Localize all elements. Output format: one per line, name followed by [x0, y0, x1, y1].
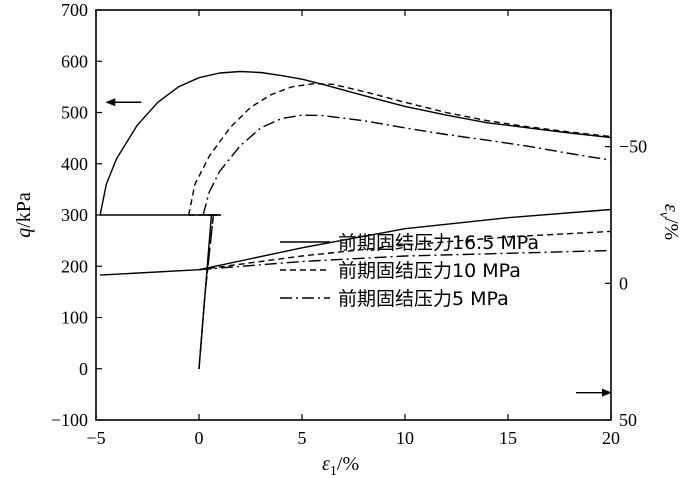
tick-group: −5 0 5 10 15 20−1000100200300400500600700−500…: [51, 0, 647, 448]
legend-entry-5: 前期固结压力5 MPa: [338, 288, 509, 310]
legend: 前期固结压力16.5 MPa 前期固结压力10 MPa 前期固结压力5 MPa: [280, 232, 539, 310]
y-left-tick-label: 300: [61, 205, 88, 225]
ev-axis-arrowhead: [601, 388, 612, 397]
y-left-tick-label: 500: [61, 103, 88, 123]
ev-curve-series-1: [100, 208, 612, 276]
y-left-tick-label: 400: [61, 154, 88, 174]
ev-curve-series-3: [198, 249, 612, 271]
y-left-tick-label: 100: [61, 308, 88, 328]
y-left-tick-label: 0: [79, 359, 88, 379]
y-left-tick-label: 700: [61, 0, 88, 20]
x-tick-label: 20: [602, 428, 620, 448]
legend-entry-16-5: 前期固结压力16.5 MPa: [338, 232, 539, 254]
y-right-tick-label: −50: [619, 137, 647, 157]
q-curve-series-1: [99, 70, 612, 216]
x-tick-label: 0: [195, 428, 204, 448]
y-left-tick-label: 600: [61, 51, 88, 71]
y-axis-right-title: εv/%: [656, 204, 682, 240]
legend-entry-10: 前期固结压力10 MPa: [338, 260, 521, 282]
q-curve-series-3: [202, 114, 612, 216]
preconsolidation-q-series-1: [100, 214, 219, 369]
x-tick-label: 5: [298, 428, 307, 448]
y-left-tick-label: 200: [61, 256, 88, 276]
q-axis-arrowhead: [105, 98, 116, 107]
curve-group: [99, 70, 612, 369]
x-tick-label: −5: [86, 428, 105, 448]
x-tick-label: 15: [499, 428, 517, 448]
ev-curve-series-2: [198, 230, 612, 271]
preconsolidation-q-series-3: [198, 214, 223, 369]
y-right-tick-label: 0: [619, 273, 628, 293]
y-left-tick-label: −100: [51, 410, 88, 430]
x-axis-title: ε1/%: [322, 453, 359, 478]
x-tick-label: 10: [396, 428, 414, 448]
y-right-tick-label: 50: [619, 410, 637, 430]
arrow-group: [105, 98, 612, 397]
preconsolidation-q-series-2: [188, 214, 221, 369]
y-axis-left-title: q/kPa: [13, 192, 35, 238]
q-curve-series-2: [188, 83, 612, 216]
